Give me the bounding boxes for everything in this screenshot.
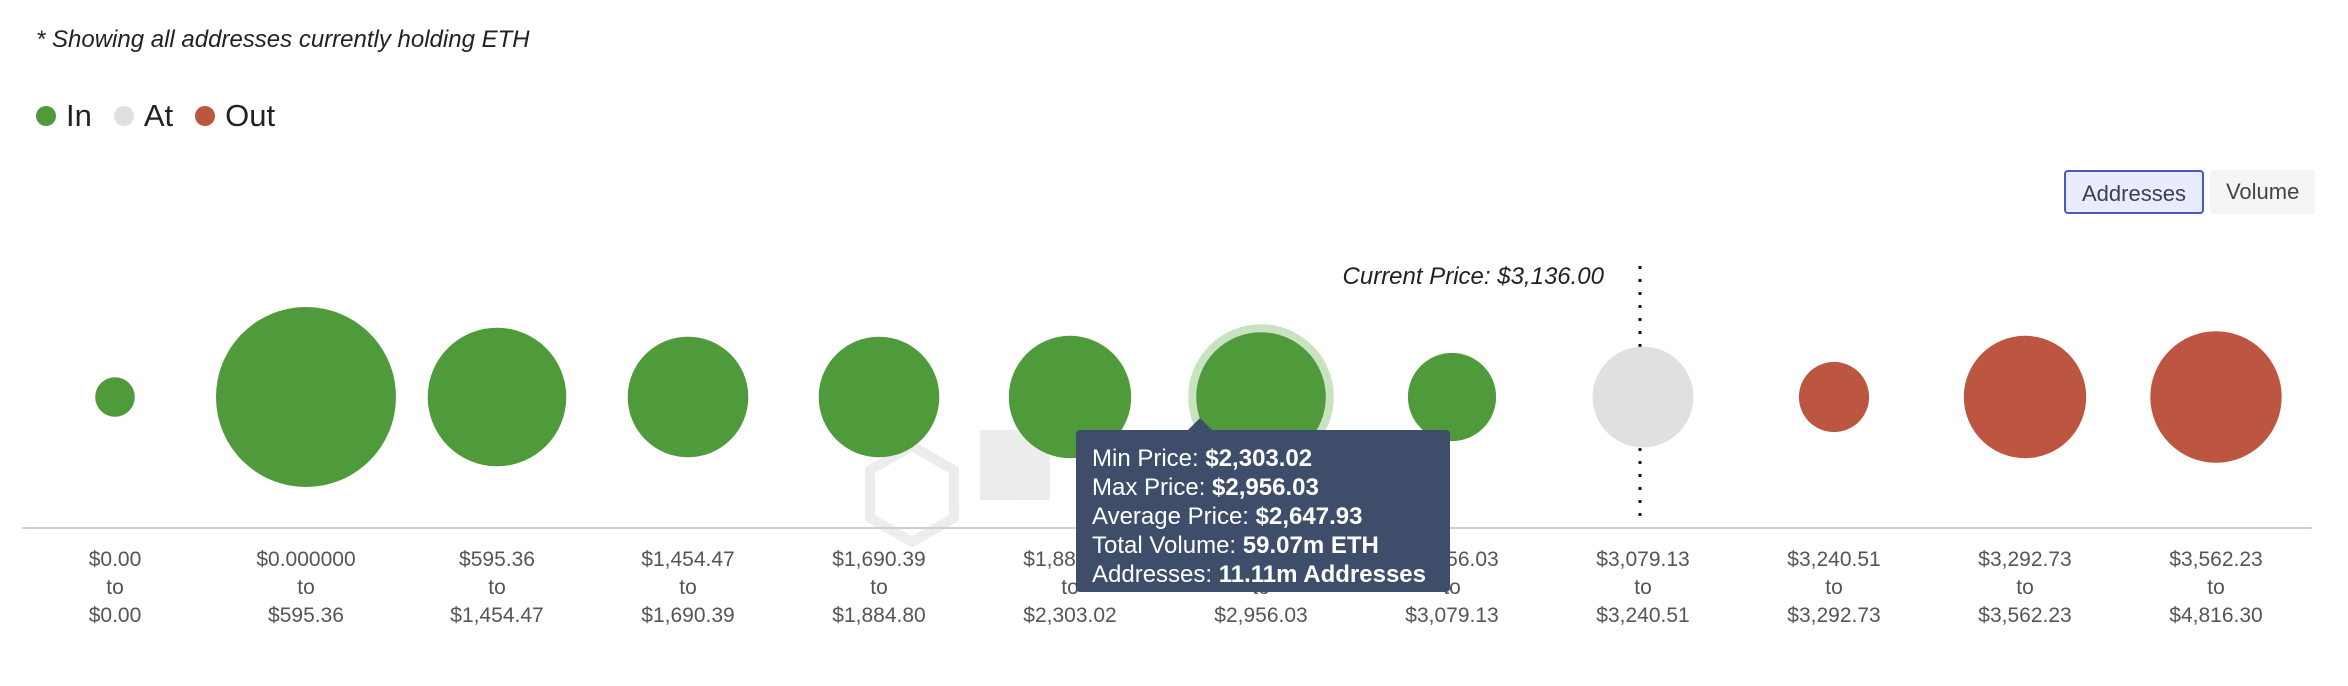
tick-label-10-from: $3,292.73 bbox=[1978, 548, 2071, 571]
current-price-label: Current Price: $3,136.00 bbox=[1343, 263, 1605, 290]
tooltip-addresses-label: Addresses: bbox=[1092, 561, 1213, 588]
tick-label-0-from: $0.00 bbox=[89, 548, 142, 571]
legend-label-out: Out bbox=[225, 98, 276, 133]
bubble-3[interactable] bbox=[627, 336, 749, 458]
tick-label-2-to: $1,454.47 bbox=[450, 604, 543, 627]
tick-label-10-to: $3,562.23 bbox=[1978, 604, 2071, 627]
tick-label-11-to-word: to bbox=[2207, 576, 2225, 599]
tick-label-4-from: $1,690.39 bbox=[832, 548, 925, 571]
legend-item-in[interactable]: In bbox=[36, 98, 92, 134]
tick-label-3-from: $1,454.47 bbox=[641, 548, 734, 571]
tick-label-9-from: $3,240.51 bbox=[1787, 548, 1880, 571]
tick-label-3-to-word: to bbox=[679, 576, 697, 599]
tick-label-9-to: $3,292.73 bbox=[1787, 604, 1880, 627]
tick-label-5-to: $2,303.02 bbox=[1023, 604, 1116, 627]
bubble-7[interactable] bbox=[1407, 352, 1497, 442]
tick-label-11-to: $4,816.30 bbox=[2169, 604, 2262, 627]
tick-label-1-to-word: to bbox=[297, 576, 315, 599]
tick-label-1-to: $595.36 bbox=[268, 604, 344, 627]
legend-dot-at bbox=[113, 106, 134, 126]
tick-label-4-to-word: to bbox=[870, 576, 888, 599]
tick-label-2-from: $595.36 bbox=[459, 548, 535, 571]
tooltip-avg-value: $2,647.93 bbox=[1255, 503, 1363, 530]
bubble-10[interactable] bbox=[1963, 335, 2087, 459]
addresses-button[interactable]: Addresses bbox=[2064, 170, 2204, 214]
tooltip-max-value: $2,956.03 bbox=[1212, 474, 1319, 501]
tooltip-volume-value: 59.07m ETH bbox=[1242, 532, 1379, 559]
tick-label-2-to-word: to bbox=[488, 576, 506, 599]
tick-label-4-to: $1,884.80 bbox=[832, 604, 925, 627]
bubble-tooltip: Min Price: $2,303.02 Max Price: $2,956.0… bbox=[1076, 418, 1450, 592]
legend-label-at: At bbox=[143, 98, 174, 133]
tooltip-avg-label: Average Price: bbox=[1092, 503, 1249, 530]
tooltip-min-label: Min Price: bbox=[1092, 445, 1199, 472]
tooltip-max-row: Max Price: $2,956.03 bbox=[1092, 473, 1450, 502]
tick-label-6-to: $2,956.03 bbox=[1214, 604, 1307, 627]
bubble-2[interactable] bbox=[427, 327, 567, 467]
metric-toggle: Addresses Volume bbox=[2064, 170, 2316, 214]
legend-item-out[interactable]: Out bbox=[195, 98, 275, 134]
tick-label-11-from: $3,562.23 bbox=[2169, 548, 2262, 571]
x-axis-ticks: $0.00 to $0.00 $0.000000 to $595.36 $595.36 to $… bbox=[89, 548, 2263, 627]
tick-label-9-to-word: to bbox=[1825, 576, 1843, 599]
bubbles bbox=[95, 307, 2282, 487]
tick-label-7-to: $3,079.13 bbox=[1405, 604, 1498, 627]
legend-item-at[interactable]: At bbox=[113, 98, 174, 134]
legend-dot-in bbox=[36, 106, 56, 126]
tick-label-0-to: $0.00 bbox=[89, 604, 142, 627]
tooltip-max-label: Max Price: bbox=[1092, 474, 1206, 501]
bubble-6[interactable] bbox=[1196, 332, 1326, 462]
tick-label-10-to-word: to bbox=[2016, 576, 2034, 599]
legend-dot-out bbox=[195, 106, 216, 126]
bubble-4[interactable] bbox=[818, 336, 940, 458]
chart-note: * Showing all addresses currently holdin… bbox=[36, 26, 530, 53]
tooltip-min-row: Min Price: $2,303.02 bbox=[1092, 444, 1450, 473]
bubble-9[interactable] bbox=[1798, 361, 1870, 433]
legend: In At Out bbox=[36, 98, 297, 134]
tick-label-8-from: $3,079.13 bbox=[1596, 548, 1689, 571]
tick-label-8-to-word: to bbox=[1634, 576, 1652, 599]
tick-label-0-to-word: to bbox=[106, 576, 124, 599]
tooltip-volume-label: Total Volume: bbox=[1092, 532, 1237, 559]
tooltip-avg-row: Average Price: $2,647.93 bbox=[1092, 502, 1450, 531]
tick-label-1-from: $0.000000 bbox=[256, 548, 355, 571]
bubble-8[interactable] bbox=[1592, 346, 1694, 448]
tooltip-addresses-row: Addresses: 11.11m Addresses bbox=[1092, 560, 1450, 589]
bubble-1[interactable] bbox=[216, 307, 396, 487]
tooltip-min-value: $2,303.02 bbox=[1205, 445, 1313, 472]
tick-label-3-to: $1,690.39 bbox=[641, 604, 734, 627]
tooltip-addresses-value: 11.11m Addresses bbox=[1218, 561, 1426, 588]
tick-label-8-to: $3,240.51 bbox=[1596, 604, 1689, 627]
tooltip-volume-row: Total Volume: 59.07m ETH bbox=[1092, 531, 1450, 560]
legend-label-in: In bbox=[66, 98, 92, 133]
bubble-5[interactable] bbox=[1008, 335, 1132, 459]
volume-button[interactable]: Volume bbox=[2209, 170, 2316, 214]
bubble-0[interactable] bbox=[95, 377, 135, 417]
tick-label-5-to-word: to bbox=[1061, 576, 1079, 599]
bubble-11[interactable] bbox=[2150, 331, 2282, 463]
